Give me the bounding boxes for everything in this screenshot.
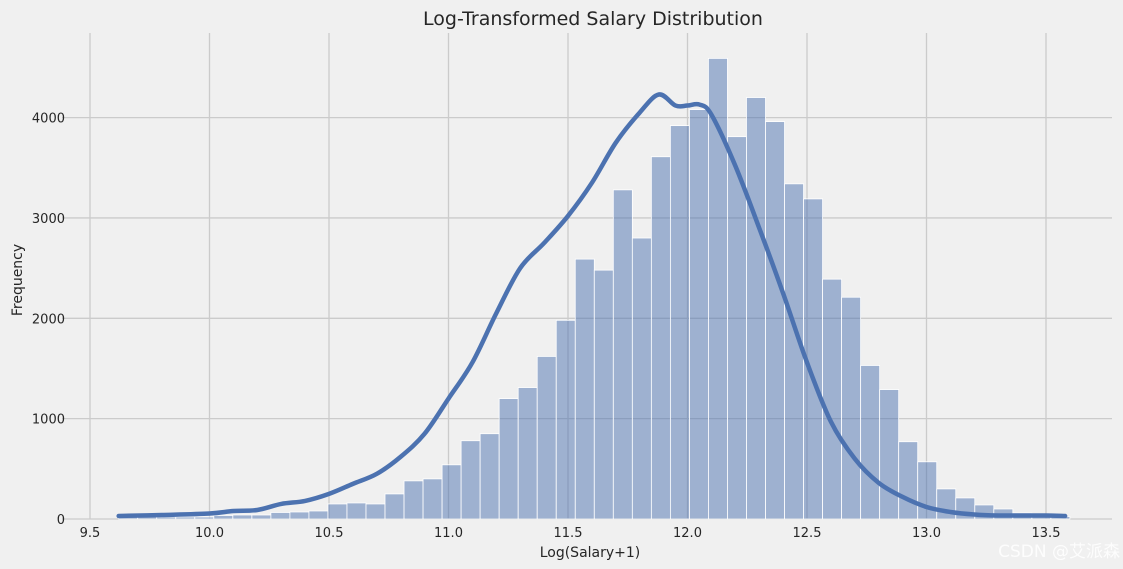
histogram-bar [727,136,747,520]
histogram-bar [403,480,424,520]
x-tick-label: 12.0 [673,526,702,541]
histogram-bar [746,97,766,520]
histogram-bar [327,503,348,520]
histogram-bar [251,514,272,520]
histogram-bar [175,516,196,520]
x-tick-label: 13.0 [912,526,941,541]
histogram-bar [612,189,633,520]
histogram-bar [574,258,595,520]
histogram-bar [213,515,234,520]
histogram-bar [479,433,500,520]
histogram-bar [879,389,900,520]
histogram-bar [841,296,862,520]
x-tick-label: 9.5 [80,526,101,541]
histogram-bar [460,440,481,520]
x-tick-label: 11.0 [434,526,463,541]
histogram-bar [346,502,367,520]
histogram-bar [365,503,386,520]
histogram-bar [289,511,310,520]
histogram-bar [822,278,843,520]
x-tick-label: 10.5 [315,526,344,541]
histogram-bar [898,441,919,520]
histogram-bar [194,516,215,520]
histogram-bar [650,156,671,520]
histogram-bar [536,356,557,520]
histogram-bar [232,514,253,520]
x-tick-label: 10.0 [195,526,224,541]
histogram-bar [422,478,443,520]
watermark: CSDN @艾派森 [998,542,1120,562]
histogram-bars [118,57,1071,520]
histogram-bar [156,516,177,520]
kde-curve [116,92,1068,519]
histogram-bar [270,512,291,520]
y-tick-label: 0 [57,513,65,528]
x-tick-label: 13.5 [1032,526,1061,541]
histogram-bar [631,237,652,520]
histogram-bar [517,387,538,520]
y-tick-label: 2000 [32,312,65,327]
histogram-bar [860,365,881,520]
y-axis-title: Frequency [10,244,26,316]
y-tick-label: 1000 [32,413,65,428]
x-tick-label: 12.5 [793,526,822,541]
histogram-bar [555,319,576,520]
histogram-bar [689,109,709,520]
y-tick-label: 4000 [32,112,65,127]
histogram-bar [593,269,614,520]
tick-labels: 9.5 10.0 10.5 11.0 11.5 12.0 12.5 13.0 13.5 0 1000… [32,112,1061,541]
kde-line [116,92,1068,519]
histogram-bar [441,464,462,520]
histogram-bar [498,398,519,520]
histogram-bar [669,125,690,520]
y-tick-label: 3000 [32,212,65,227]
histogram-bar [384,493,405,520]
chart-title: Log-Transformed Salary Distribution [423,8,763,30]
histogram-bar [765,121,785,520]
x-axis-title: Log(Salary+1) [540,545,641,561]
x-tick-label: 11.5 [554,526,583,541]
histogram-bar [308,510,329,520]
